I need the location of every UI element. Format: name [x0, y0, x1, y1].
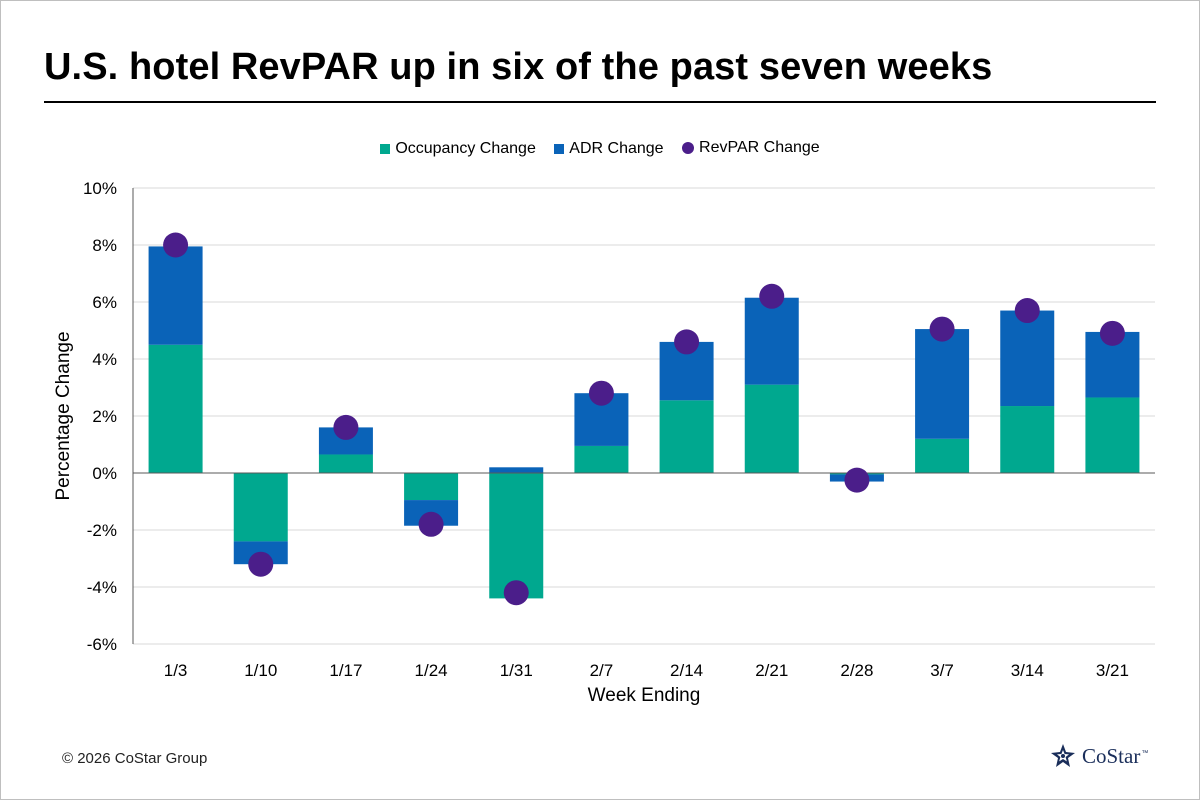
bar-occupancy — [1000, 406, 1055, 473]
legend-item-occupancy: Occupancy Change — [380, 140, 536, 158]
legend-item-revpar: RevPAR Change — [682, 139, 820, 157]
y-tick-label: 6% — [92, 293, 117, 312]
logo-text: CoStar™ — [1082, 744, 1148, 769]
logo-trademark: ™ — [1141, 749, 1149, 757]
x-tick-label: 2/14 — [670, 661, 703, 680]
x-tick-label: 2/7 — [590, 661, 614, 680]
bar-occupancy — [489, 473, 544, 599]
bar-occupancy — [744, 384, 799, 473]
y-tick-label: -4% — [87, 578, 117, 597]
title-underline — [44, 101, 1156, 103]
x-tick-label: 1/24 — [415, 661, 448, 680]
x-axis-title: Week Ending — [588, 685, 701, 706]
bar-occupancy — [659, 400, 714, 473]
y-tick-label: 8% — [92, 236, 117, 255]
marker-revpar — [674, 329, 700, 355]
legend-swatch-adr — [554, 144, 565, 154]
x-tick-label: 2/21 — [755, 661, 788, 680]
marker-revpar — [1014, 298, 1040, 324]
bar-adr — [148, 246, 203, 345]
logo-wordmark: CoStar — [1082, 743, 1141, 768]
marker-revpar — [333, 414, 359, 440]
bar-adr — [915, 329, 970, 439]
y-tick-label: 4% — [92, 350, 117, 369]
marker-revpar — [163, 232, 189, 258]
y-tick-label: 0% — [92, 464, 117, 483]
bar-occupancy — [233, 473, 288, 542]
legend-label-occupancy: Occupancy Change — [395, 140, 536, 157]
legend-label-revpar: RevPAR Change — [699, 139, 820, 156]
x-tick-label: 1/10 — [244, 661, 277, 680]
marker-revpar — [1099, 320, 1125, 346]
marker-revpar — [418, 511, 444, 537]
x-tick-label: 3/21 — [1096, 661, 1129, 680]
page-title: U.S. hotel RevPAR up in six of the past … — [44, 46, 993, 88]
x-tick-label: 3/7 — [930, 661, 954, 680]
marker-revpar — [929, 316, 955, 342]
x-tick-label: 3/14 — [1011, 661, 1044, 680]
x-tick-label: 2/28 — [840, 661, 873, 680]
x-tick-label: 1/3 — [164, 661, 188, 680]
costar-star-icon — [1051, 744, 1075, 767]
marker-revpar — [248, 551, 274, 577]
marker-revpar — [844, 467, 870, 493]
copyright-text: © 2026 CoStar Group — [62, 750, 208, 767]
bar-occupancy — [148, 344, 203, 473]
y-tick-label: 10% — [83, 179, 117, 198]
marker-revpar — [759, 283, 785, 309]
bar-occupancy — [1085, 397, 1140, 473]
y-tick-label: 2% — [92, 407, 117, 426]
bar-adr — [489, 467, 544, 473]
bar-occupancy — [574, 445, 629, 473]
bar-adr — [1000, 310, 1055, 407]
y-axis-title: Percentage Change — [53, 331, 74, 500]
legend: Occupancy Change ADR Change RevPAR Chang… — [0, 139, 1200, 159]
bar-adr — [744, 297, 799, 385]
legend-swatch-revpar — [682, 142, 695, 154]
x-tick-label: 1/31 — [500, 661, 533, 680]
y-tick-label: -6% — [87, 635, 117, 654]
legend-label-adr: ADR Change — [569, 140, 664, 157]
bar-occupancy — [404, 473, 459, 501]
marker-revpar — [503, 580, 529, 606]
x-tick-label: 1/17 — [329, 661, 362, 680]
costar-logo: CoStar™ — [1050, 743, 1148, 769]
y-tick-label: -2% — [87, 521, 117, 540]
legend-swatch-occupancy — [380, 144, 391, 154]
legend-item-adr: ADR Change — [554, 140, 664, 158]
bar-occupancy — [318, 454, 373, 473]
marker-revpar — [588, 380, 614, 406]
bar-occupancy — [915, 438, 970, 473]
